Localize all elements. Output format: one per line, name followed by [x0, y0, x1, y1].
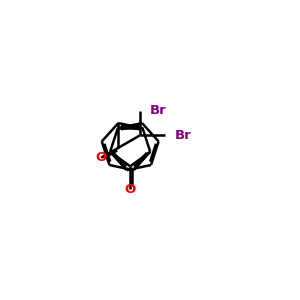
Text: O: O — [96, 151, 107, 164]
Text: O: O — [124, 183, 136, 196]
Text: Br: Br — [150, 104, 166, 117]
Text: Br: Br — [175, 129, 191, 142]
